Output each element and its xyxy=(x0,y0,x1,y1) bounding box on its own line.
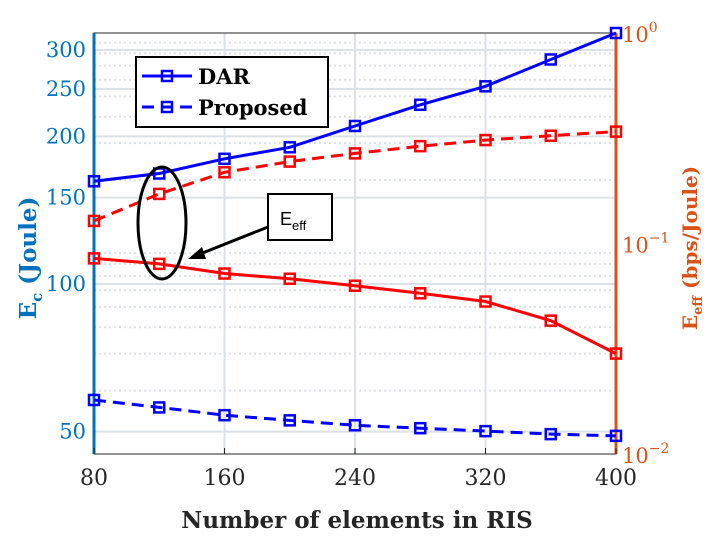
dar-eeff-marker xyxy=(609,347,623,360)
legend-label-proposed: Proposed xyxy=(198,95,308,120)
proposed-ec-marker xyxy=(153,401,166,414)
dar-ec-line xyxy=(93,31,617,183)
proposed-eeff-marker xyxy=(414,139,427,153)
proposed-ec-marker xyxy=(479,424,492,438)
proposed-eeff-marker xyxy=(218,166,231,179)
proposed-eeff-marker xyxy=(153,187,166,201)
proposed-eeff-marker xyxy=(87,214,101,228)
dar-eeff-line xyxy=(93,256,617,355)
grid xyxy=(93,33,617,454)
right-y-tick-label: 10−2 xyxy=(622,441,669,468)
left-y-tick-label: 200 xyxy=(46,124,86,148)
dar-eeff-marker xyxy=(153,257,166,271)
dar-ec-marker xyxy=(283,141,296,154)
dar-eeff-marker xyxy=(479,295,492,308)
left-y-tick-label: 300 xyxy=(46,38,86,62)
proposed-ec-marker xyxy=(414,421,427,435)
left-y-tick-label: 250 xyxy=(46,77,86,101)
x-tick-label: 240 xyxy=(334,466,376,491)
dar-ec-marker xyxy=(479,80,492,93)
proposed-eeff-marker xyxy=(348,147,362,160)
legend: DAR Proposed xyxy=(135,56,329,128)
left-y-tick-label: 50 xyxy=(59,420,86,444)
dar-ec-marker xyxy=(414,98,427,112)
legend-box xyxy=(135,56,329,128)
legend-marker-proposed xyxy=(160,100,174,114)
annotation-box xyxy=(267,193,333,241)
proposed-ec-marker xyxy=(218,408,231,422)
dar-eeff-marker xyxy=(544,314,557,327)
proposed-eeff-marker xyxy=(609,125,623,138)
proposed-ec-line xyxy=(93,398,617,438)
dar-ec-marker xyxy=(348,119,362,133)
proposed-eeff-line xyxy=(93,130,617,223)
annotation-arrow-head xyxy=(188,247,206,259)
eeff-annotation: Eeff xyxy=(136,165,333,281)
x-tick-label: 320 xyxy=(465,466,507,491)
dar-ec-marker xyxy=(87,174,101,188)
left-y-tick-label: 150 xyxy=(46,186,86,210)
left-y-tick-label: 100 xyxy=(46,272,86,296)
x-tick-label: 400 xyxy=(595,466,637,491)
dar-eeff-marker xyxy=(283,272,296,286)
proposed-eeff-marker xyxy=(479,133,492,147)
tick-labels: 80 160 240 320 400 50 100 150 200 250 300 100 10−1 10… xyxy=(46,20,669,491)
proposed-ec-marker xyxy=(283,414,296,427)
dar-eeff-marker xyxy=(218,267,231,280)
x-tick-label: 80 xyxy=(80,466,108,491)
dar-ec-marker xyxy=(609,26,623,40)
proposed-ec-marker xyxy=(609,429,623,443)
series xyxy=(87,26,623,443)
proposed-ec-marker xyxy=(87,393,101,407)
proposed-ec-marker xyxy=(348,419,362,432)
right-y-tick-label: 100 xyxy=(622,20,658,47)
x-axis-label: Number of elements in RIS xyxy=(181,507,532,534)
left-y-axis-label: Ec (Joule) xyxy=(15,197,46,320)
dar-ec-marker xyxy=(218,152,231,166)
proposed-eeff-marker xyxy=(544,129,557,142)
dar-eeff-marker xyxy=(87,252,101,265)
annotation-ellipse xyxy=(136,165,188,281)
right-y-axis-label: Eeff (bps/Joule) xyxy=(678,166,706,330)
legend-marker-dar xyxy=(160,69,174,83)
proposed-eeff-marker xyxy=(283,155,296,168)
right-y-tick-label: 10−1 xyxy=(622,231,669,258)
annotation-label: Eeff xyxy=(280,209,307,233)
x-tick-label: 160 xyxy=(204,466,246,491)
proposed-ec-marker xyxy=(544,427,557,441)
dar-ec-marker xyxy=(544,53,557,66)
annotation-arrow-line xyxy=(199,225,269,256)
dar-eeff-marker xyxy=(414,287,427,300)
legend-label-dar: DAR xyxy=(198,64,251,89)
dar-eeff-marker xyxy=(348,279,362,292)
